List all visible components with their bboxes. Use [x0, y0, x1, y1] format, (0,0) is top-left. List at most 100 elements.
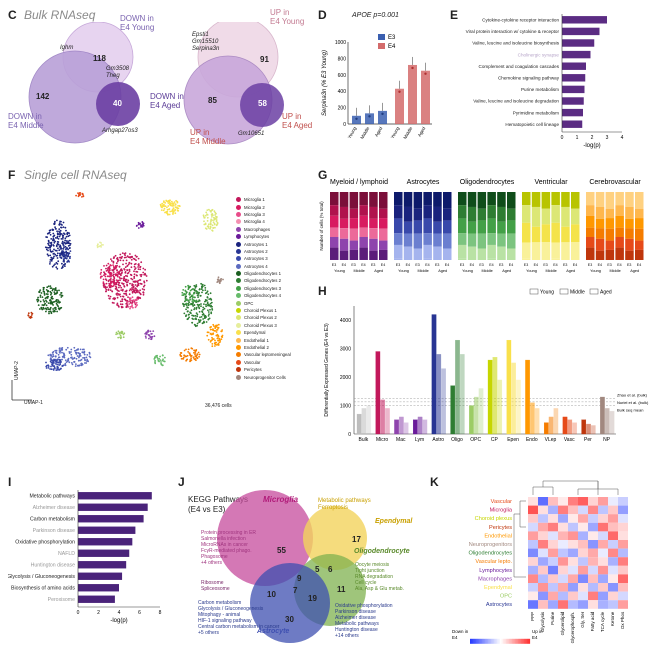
umap-cell [128, 270, 131, 272]
umap-cell [75, 357, 78, 360]
bar [562, 120, 583, 128]
umap-cell [49, 354, 52, 357]
umap-cell [52, 257, 55, 259]
umap-cell [38, 290, 41, 293]
g-xlabel: E4 [445, 263, 449, 267]
g-segment [541, 241, 551, 260]
bar [562, 97, 584, 105]
umap-cell [183, 305, 185, 307]
umap-cell [217, 323, 220, 326]
k-cell [558, 522, 568, 532]
umap-cell [110, 260, 113, 262]
umap-cell [58, 228, 61, 230]
h-xlabel: Epen [507, 437, 519, 443]
umap-cell [68, 247, 71, 250]
umap-cell [52, 353, 54, 356]
umap-cell [180, 357, 183, 360]
umap-cell [163, 201, 165, 203]
umap-cell [196, 290, 199, 293]
umap-legend-item: Oligodendrocytes 2 [236, 277, 316, 284]
label-up-e4-aged: UP in E4 Aged [282, 112, 313, 130]
umap-cell [119, 300, 122, 303]
umap-cell [210, 339, 212, 342]
k-cell [568, 540, 578, 549]
g-segment [467, 221, 477, 234]
umap-cell [55, 308, 57, 311]
xtick: 4 [621, 135, 624, 141]
umap-cell [137, 221, 140, 224]
xtick: 0 [77, 610, 80, 616]
g-xlabel: E4 [361, 263, 365, 267]
umap-cell [205, 211, 208, 214]
umap-legend-label: Vascular [244, 359, 261, 365]
g-segment [339, 218, 349, 229]
umap-cell [140, 224, 142, 226]
g-segment [522, 192, 531, 206]
umap-cell [80, 364, 83, 367]
umap-cell [70, 353, 73, 356]
g-age-label: Middle [610, 269, 621, 273]
umap-cell [174, 209, 176, 212]
umap-cell [193, 300, 195, 302]
umap-cell [220, 335, 223, 338]
umap-cell [80, 362, 83, 365]
umap-cell [212, 221, 215, 224]
microglia-terms: Protein processing in ER Salmonella infe… [201, 530, 257, 566]
umap-legend-item: Vascular [236, 359, 316, 366]
k-cell [568, 574, 578, 583]
umap-cell [62, 226, 65, 228]
umap-cell [60, 360, 62, 363]
umap-cell [121, 331, 124, 333]
g-xlabel: E3 [396, 263, 400, 267]
umap-cell [99, 277, 102, 279]
umap-cell [62, 236, 64, 238]
xtick: 6 [138, 610, 141, 616]
umap-cell [137, 263, 140, 266]
umap-cell [125, 306, 128, 309]
k-cell [558, 574, 568, 583]
k-cell [548, 565, 558, 575]
k-cell [568, 600, 578, 609]
umap-cell [126, 264, 129, 267]
umap-legend-swatch [236, 345, 241, 350]
umap-cell [62, 250, 64, 253]
k-cell [558, 497, 568, 506]
umap-cell [50, 241, 53, 244]
k-legend-gradient [491, 638, 493, 644]
umap-cell [57, 353, 60, 356]
count-up-aged: 58 [258, 99, 267, 108]
g-segment [615, 227, 624, 237]
umap-cell [139, 274, 142, 276]
k-cell [608, 565, 618, 575]
umap-cell [203, 220, 205, 223]
umap-cell [141, 223, 144, 226]
g-segment [403, 192, 413, 207]
umap-cell [109, 289, 112, 291]
umap-cell [47, 241, 50, 243]
umap-cell [50, 301, 53, 303]
umap-cell [121, 300, 124, 302]
umap-cell [173, 201, 176, 203]
umap-cell [204, 214, 207, 217]
g-group-title: Myeloid / lymphoid [330, 179, 388, 186]
umap-cell [201, 286, 203, 289]
umap-cell [219, 341, 222, 343]
umap-cell [84, 362, 86, 364]
umap-cell [39, 308, 41, 310]
umap-cell [59, 352, 61, 354]
umap-legend-item: Neuroprogenitor Cells [236, 373, 316, 380]
d-point [398, 90, 401, 93]
umap-cell [154, 362, 157, 365]
g-segment [477, 248, 487, 260]
umap-cell [145, 275, 148, 277]
umap-cell [131, 303, 133, 305]
umap-cell [55, 352, 58, 355]
umap-cell [64, 359, 67, 362]
g-xlabel: E3 [563, 263, 567, 267]
umap-cell [103, 274, 105, 277]
umap-cell [109, 284, 112, 287]
umap-cell [50, 243, 53, 245]
g-segment [531, 242, 541, 260]
umap-cell [185, 359, 188, 362]
umap-cell [125, 302, 128, 305]
